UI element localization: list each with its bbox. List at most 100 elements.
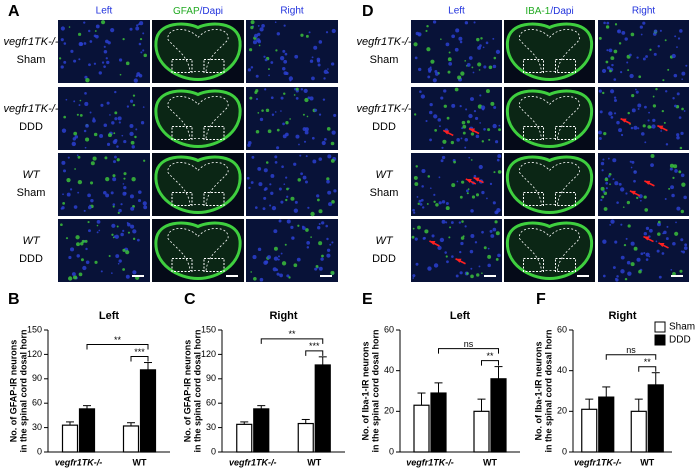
- cell: [288, 76, 294, 81]
- y-tick-label: 60: [206, 398, 216, 408]
- bar: [490, 378, 507, 453]
- cell: [610, 219, 615, 224]
- header-stain: /Dapi: [550, 6, 573, 17]
- cell: [469, 249, 474, 254]
- cell: [311, 136, 315, 140]
- cell: [433, 114, 438, 119]
- bar: [473, 410, 490, 453]
- cell: [601, 169, 604, 172]
- cell: [445, 255, 448, 258]
- panel-letter: E: [362, 291, 373, 308]
- cell: [294, 200, 298, 204]
- cell: [76, 242, 80, 247]
- cell: [74, 135, 79, 139]
- cell: [495, 210, 499, 214]
- cell: [108, 254, 111, 258]
- gray-matter-outline: [519, 228, 580, 271]
- cell: [329, 243, 332, 246]
- cell: [140, 51, 143, 54]
- cell: [112, 236, 115, 239]
- cell: [279, 56, 285, 61]
- cell: [303, 88, 308, 93]
- cell: [664, 198, 667, 201]
- cell: [437, 245, 442, 251]
- cell: [464, 137, 469, 142]
- cell: [330, 159, 335, 163]
- cell: [257, 166, 262, 171]
- cell: [478, 164, 483, 170]
- cell: [325, 31, 329, 34]
- cell: [278, 219, 282, 223]
- cell: [645, 226, 650, 231]
- cell: [496, 158, 500, 162]
- cell: [122, 38, 125, 41]
- cell: [446, 116, 450, 120]
- cell: [627, 271, 632, 276]
- cell: [662, 79, 665, 82]
- cell: [497, 170, 502, 174]
- cell: [435, 203, 439, 207]
- cell: [257, 247, 262, 252]
- spinal-cord: [505, 22, 594, 82]
- cell: [69, 188, 73, 191]
- cell: [425, 119, 428, 123]
- cell: [652, 95, 655, 98]
- cell: [326, 253, 331, 258]
- cell: [630, 126, 634, 130]
- cell: [602, 158, 605, 161]
- cell: [445, 206, 450, 211]
- cell: [618, 42, 622, 45]
- cell: [318, 209, 323, 214]
- y-tick-label: 90: [206, 373, 216, 383]
- roi-box: [523, 192, 544, 206]
- cell: [673, 73, 678, 78]
- cell: [130, 140, 135, 145]
- cell: [106, 101, 110, 105]
- cell: [117, 262, 120, 265]
- cell: [676, 46, 678, 49]
- cell: [249, 96, 253, 100]
- cell: [429, 138, 432, 142]
- cell: [477, 62, 482, 67]
- row-label-genotype: WT: [22, 169, 40, 181]
- cell: [640, 33, 643, 36]
- cell: [645, 252, 650, 257]
- cell: [495, 140, 499, 144]
- cell: [630, 166, 633, 169]
- cell: [429, 102, 433, 107]
- cell: [295, 134, 300, 139]
- cell: [670, 269, 673, 271]
- cell: [455, 28, 460, 33]
- bar: [630, 410, 647, 453]
- cell: [462, 131, 466, 135]
- cell: [71, 141, 76, 147]
- roi-box: [555, 192, 576, 206]
- cell: [302, 113, 305, 116]
- cell: [412, 274, 416, 278]
- cell: [634, 88, 637, 91]
- significance-bracket: [86, 344, 149, 350]
- x-tick-label: vegfr1TK-/-: [55, 457, 103, 467]
- cell: [464, 59, 467, 62]
- cell: [470, 97, 474, 102]
- cell: [143, 53, 147, 58]
- cell: [416, 196, 419, 198]
- cell: [667, 68, 670, 71]
- y-axis-label: No. of Iba-1-IR neurons: [533, 342, 543, 441]
- panel-letter: A: [8, 3, 20, 20]
- cell: [657, 232, 661, 236]
- cell: [297, 224, 300, 227]
- cell: [293, 208, 299, 213]
- cell: [118, 58, 123, 62]
- cell: [483, 65, 487, 69]
- x-tick-label: WT: [640, 457, 654, 467]
- roi-box: [171, 126, 193, 140]
- cell: [431, 234, 435, 238]
- cell: [121, 134, 124, 137]
- cell: [624, 277, 628, 281]
- cell: [89, 111, 92, 114]
- cell: [656, 249, 660, 253]
- cell: [633, 170, 637, 174]
- cell: [265, 161, 269, 164]
- cell: [276, 146, 280, 150]
